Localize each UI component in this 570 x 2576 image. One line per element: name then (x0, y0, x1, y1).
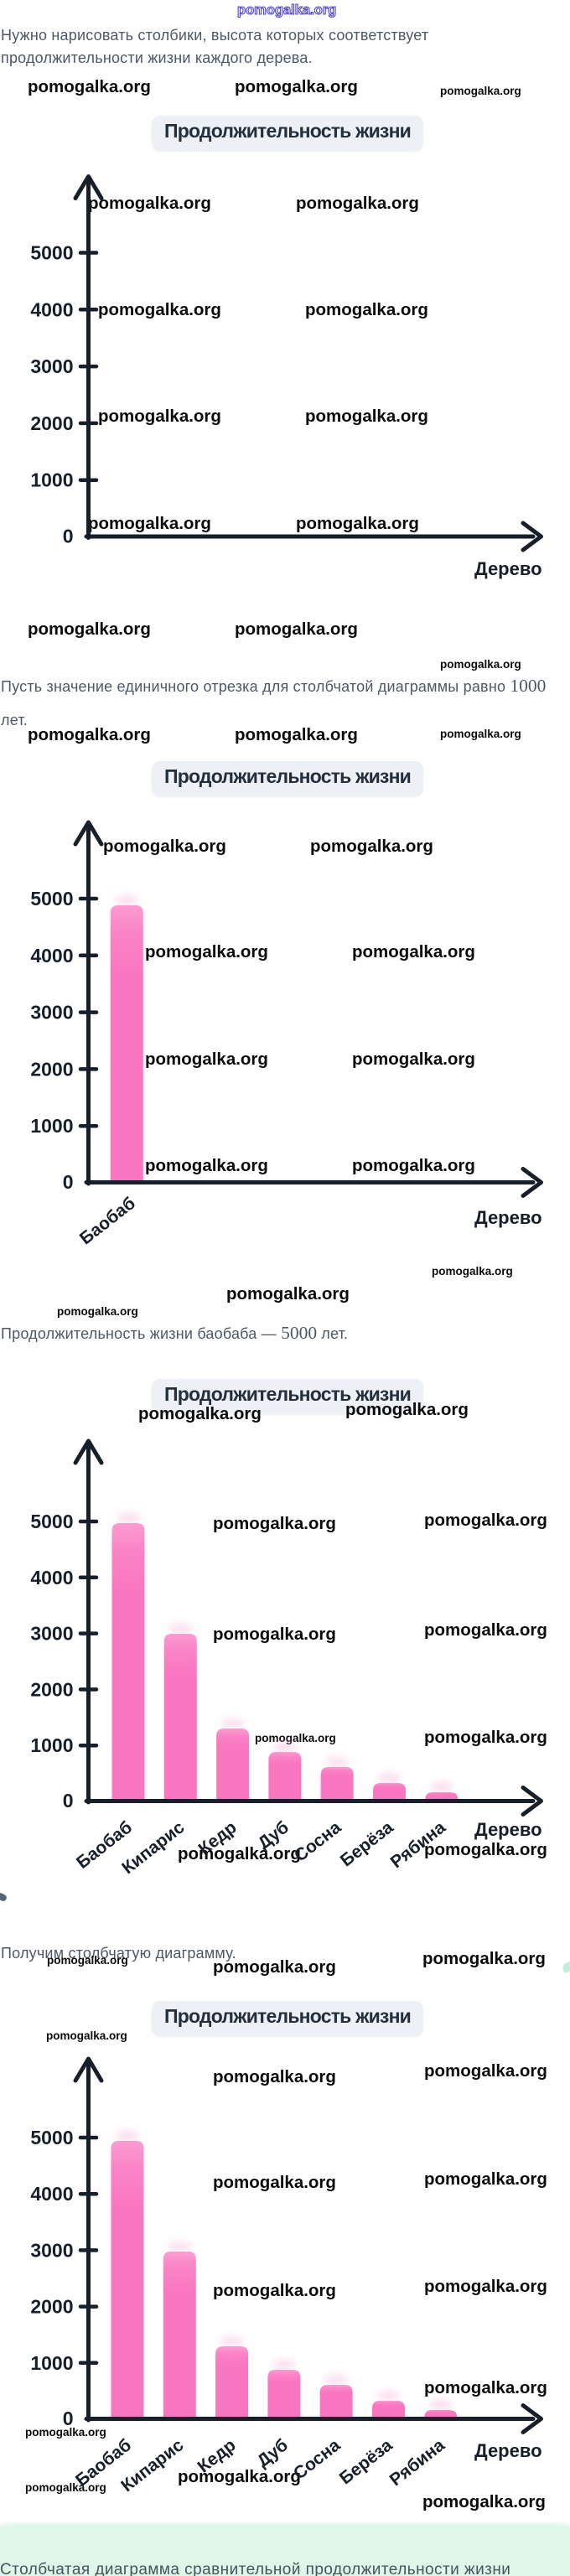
svg-text:Сосна: Сосна (290, 2435, 345, 2484)
svg-text:Дерево: Дерево (474, 558, 542, 579)
svg-text:Берёза: Берёза (336, 2435, 396, 2488)
svg-text:Кедр: Кедр (195, 1817, 241, 1858)
svg-text:5000: 5000 (30, 1511, 73, 1532)
svg-text:4000: 4000 (30, 1567, 73, 1589)
svg-text:0: 0 (63, 1790, 74, 1811)
svg-text:2000: 2000 (30, 412, 73, 434)
svg-text:Рябина: Рябина (387, 1817, 449, 1872)
svg-text:Рябина: Рябина (386, 2435, 448, 2490)
svg-text:Сосна: Сосна (291, 1817, 345, 1866)
svg-text:Дуб: Дуб (254, 1817, 293, 1853)
svg-text:Берёза: Берёза (337, 1817, 397, 1870)
svg-text:3000: 3000 (30, 1623, 73, 1645)
svg-text:Дерево: Дерево (474, 2440, 542, 2461)
svg-text:4000: 4000 (30, 945, 73, 967)
svg-text:0: 0 (63, 1171, 74, 1193)
svg-text:3000: 3000 (30, 1002, 73, 1024)
svg-text:Дуб: Дуб (253, 2435, 292, 2471)
svg-text:2000: 2000 (30, 1058, 73, 1080)
svg-text:4000: 4000 (30, 298, 73, 320)
svg-text:1000: 1000 (30, 1115, 73, 1137)
svg-text:5000: 5000 (30, 2127, 73, 2148)
svg-text:2000: 2000 (30, 2296, 73, 2318)
svg-text:3000: 3000 (30, 355, 73, 377)
svg-text:3000: 3000 (30, 2239, 73, 2261)
svg-text:0: 0 (63, 526, 74, 547)
svg-text:Кедр: Кедр (194, 2435, 240, 2476)
svg-text:1000: 1000 (30, 1734, 73, 1756)
svg-text:0: 0 (63, 2408, 74, 2429)
svg-text:2000: 2000 (30, 1678, 73, 1700)
svg-text:1000: 1000 (30, 469, 73, 491)
svg-text:1000: 1000 (30, 2352, 73, 2374)
svg-text:Баобаб: Баобаб (76, 1194, 139, 1249)
svg-text:5000: 5000 (30, 242, 73, 264)
svg-text:Дерево: Дерево (474, 1819, 542, 1840)
svg-text:Дерево: Дерево (474, 1207, 542, 1228)
svg-text:5000: 5000 (30, 888, 73, 910)
svg-text:4000: 4000 (30, 2183, 73, 2205)
